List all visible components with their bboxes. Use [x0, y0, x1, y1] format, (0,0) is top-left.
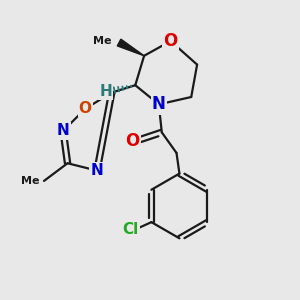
- Text: N: N: [152, 95, 166, 113]
- Text: N: N: [57, 123, 70, 138]
- Text: H: H: [100, 84, 112, 99]
- Polygon shape: [117, 39, 144, 56]
- Text: O: O: [125, 132, 140, 150]
- Text: Cl: Cl: [123, 222, 139, 237]
- Text: O: O: [79, 101, 92, 116]
- Text: Me: Me: [21, 176, 40, 186]
- Text: N: N: [91, 163, 103, 178]
- Text: Me: Me: [93, 36, 112, 46]
- Text: O: O: [164, 32, 178, 50]
